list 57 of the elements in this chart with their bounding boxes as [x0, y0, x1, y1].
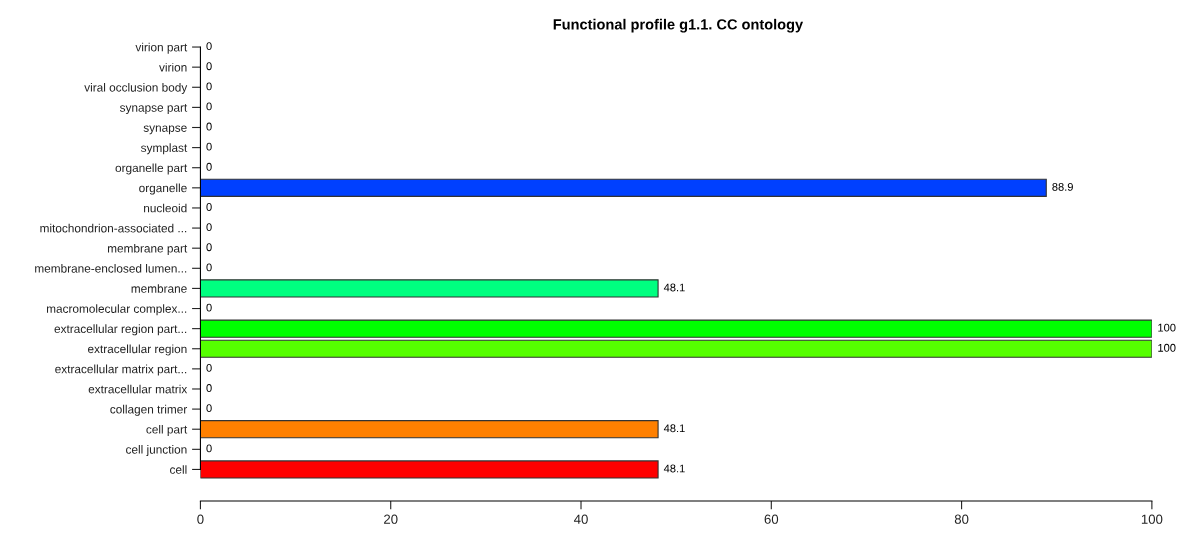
y-tick-label: synapse	[143, 125, 187, 135]
y-tick-label: virion part	[135, 42, 188, 54]
y-tick-label: extracellular matrix	[88, 384, 188, 394]
y-tick-label: viral occlusion body	[84, 82, 188, 94]
data-label: 100	[1158, 343, 1176, 352]
data-label: 88.9	[1052, 182, 1073, 191]
data-label: 100	[1158, 323, 1176, 332]
y-tick-label: organelle part	[115, 163, 188, 175]
bar	[200, 319, 1152, 338]
data-label: 0	[206, 82, 212, 91]
y-tick-label: membrane-enclosed lumen...	[35, 264, 187, 273]
y-tick-label: synapse part	[119, 104, 188, 115]
x-tick-label: 80	[954, 514, 969, 524]
y-tick-label: collagen trimer	[110, 404, 188, 416]
y-tick-label: cell	[170, 465, 187, 474]
data-label: 0	[206, 223, 212, 232]
x-tick-label: 20	[384, 514, 398, 524]
x-tick-label: 60	[764, 514, 779, 524]
bar	[200, 339, 1152, 358]
chart-title: Functional profile g1.1. CC ontology	[553, 18, 804, 33]
y-tick-label: membrane part	[107, 243, 188, 255]
y-tick-label: extracellular region	[88, 344, 187, 356]
data-label: 0	[206, 444, 212, 453]
bar	[200, 460, 659, 479]
data-label: 48.1	[663, 283, 685, 292]
data-label: 0	[206, 243, 212, 252]
y-tick-label: organelle	[139, 183, 187, 195]
data-label: 0	[206, 363, 212, 372]
data-label: 0	[206, 62, 212, 71]
x-tick-label: 0	[197, 514, 204, 524]
y-tick-label: virion	[159, 62, 187, 72]
data-label: 0	[206, 102, 212, 111]
y-tick-label: extracellular matrix part...	[55, 364, 187, 376]
bar	[200, 279, 659, 298]
data-label: 0	[206, 142, 212, 151]
x-tick-label: 100	[1141, 514, 1163, 524]
data-label: 0	[206, 303, 212, 312]
data-label: 0	[206, 263, 212, 272]
y-tick-label: mitochondrion-associated ...	[40, 223, 187, 233]
y-tick-label: membrane	[131, 284, 187, 293]
data-label: 0	[206, 384, 212, 392]
data-label: 48.1	[663, 464, 685, 473]
y-tick-label: extracellular region part...	[54, 324, 187, 336]
data-label: 0	[206, 122, 212, 131]
y-tick-label: cell part	[146, 424, 188, 436]
data-label: 0	[206, 42, 212, 51]
y-tick-label: nucleoid	[144, 203, 187, 213]
y-tick-label: macromolecular complex...	[46, 304, 187, 316]
data-label: 0	[206, 162, 212, 171]
y-tick-label: symplast	[140, 143, 188, 155]
bar	[200, 178, 1047, 197]
data-label: 0	[206, 203, 212, 211]
bar	[200, 420, 659, 439]
data-label: 0	[206, 404, 212, 413]
x-tick-label: 40	[573, 514, 588, 524]
data-label: 48.1	[663, 424, 685, 433]
y-tick-label: cell junction	[126, 445, 187, 457]
